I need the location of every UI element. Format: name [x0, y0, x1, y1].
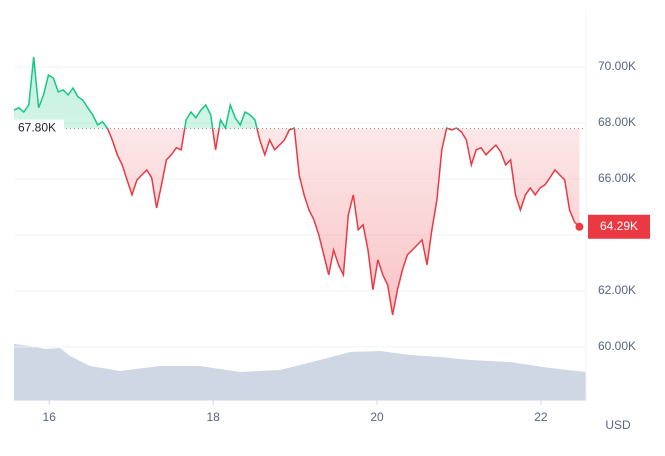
y-tick-label: 62.00K	[598, 283, 636, 297]
y-tick-label: 60.00K	[598, 339, 636, 353]
area-up	[14, 56, 458, 129]
y-tick-label: 70.00K	[598, 59, 636, 73]
baseline-label-bg	[14, 119, 64, 138]
x-tick-label: 22	[534, 410, 548, 424]
volume-area	[14, 344, 586, 400]
price-line-up	[14, 56, 459, 129]
currency-label: USD	[605, 418, 631, 432]
last-point	[575, 222, 584, 231]
last-price-label: 64.29K	[600, 219, 638, 233]
price-line-down	[106, 128, 580, 316]
y-tick-label: 66.00K	[598, 171, 636, 185]
y-tick-label: 68.00K	[598, 115, 636, 129]
x-tick-label: 18	[206, 410, 220, 424]
x-tick-label: 16	[43, 410, 57, 424]
area-down	[14, 128, 580, 315]
last-price-tag	[588, 214, 650, 239]
x-tick-label: 20	[370, 410, 384, 424]
baseline-label: 67.80K	[18, 121, 56, 135]
